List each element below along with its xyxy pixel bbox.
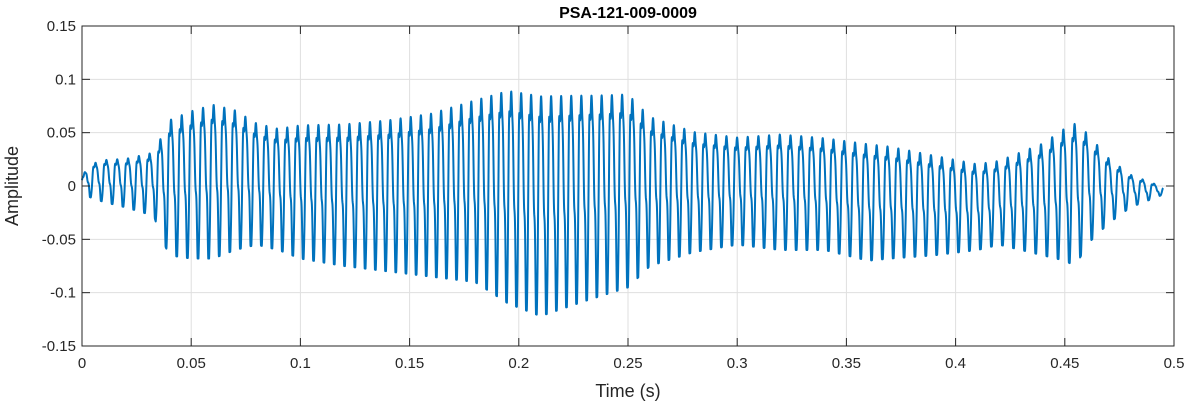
x-tick-label: 0.2 <box>508 355 529 372</box>
waveform-series-line <box>81 90 1164 316</box>
x-tick-label: 0.3 <box>727 355 748 372</box>
y-tick-label: 0.05 <box>47 125 76 142</box>
y-tick-label: -0.1 <box>50 285 76 302</box>
x-tick-label: 0.45 <box>1050 355 1079 372</box>
y-tick-label: 0.15 <box>47 18 76 35</box>
x-tick-label: 0.1 <box>290 355 311 372</box>
x-tick-label: 0.25 <box>613 355 642 372</box>
x-tick-label: 0.35 <box>832 355 861 372</box>
x-tick-label: 0 <box>78 355 86 372</box>
trace-layer <box>81 90 1164 316</box>
y-tick-label: -0.05 <box>42 231 76 248</box>
y-tick-label: 0.1 <box>55 71 76 88</box>
ticks: 0 0.05 0.1 0.15 0.2 0.25 0.3 0.35 0.4 0.45 0.5 -0.1… <box>42 18 1185 372</box>
y-tick-label: 0 <box>68 178 76 195</box>
x-tick-label: 0.5 <box>1164 355 1185 372</box>
x-tick-label: 0.4 <box>945 355 966 372</box>
chart-title: PSA-121-009-0009 <box>559 5 697 22</box>
y-tick-label: -0.15 <box>42 338 76 355</box>
x-axis-label: Time (s) <box>595 381 660 401</box>
y-axis-label: Amplitude <box>2 146 22 226</box>
x-tick-label: 0.15 <box>395 355 424 372</box>
x-tick-label: 0.05 <box>177 355 206 372</box>
